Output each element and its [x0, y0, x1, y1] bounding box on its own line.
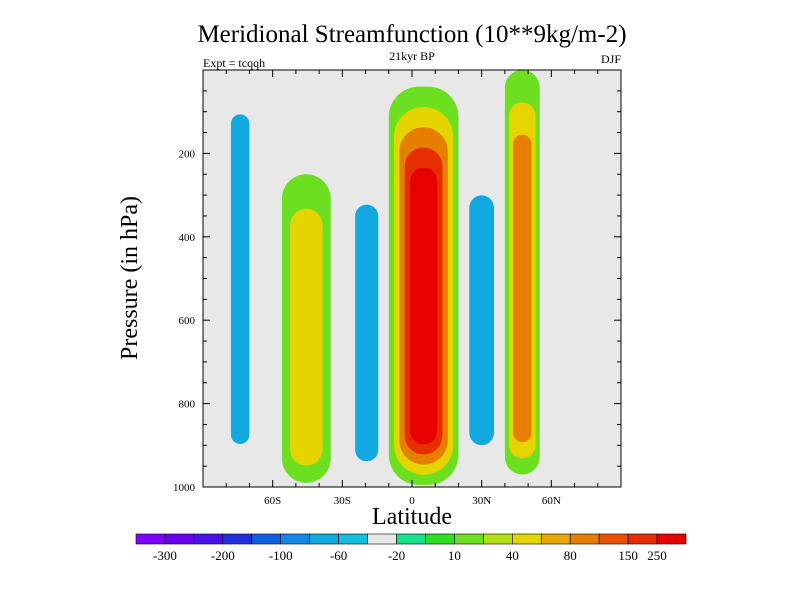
x-tick-label: 30N: [472, 495, 491, 507]
colorbar-box: [338, 533, 368, 545]
y-tick-label: 1000: [173, 482, 196, 494]
colorbar-box: [627, 533, 658, 545]
colorbar-box: [425, 533, 455, 545]
colorbar-box: [280, 533, 310, 545]
colorbar-label: 10: [448, 548, 461, 563]
colorbar-box: [454, 533, 484, 545]
colorbar-box: [483, 533, 513, 545]
northern-polar-negative-strip-level-neg20: [544, 70, 556, 475]
southern-polar-negative-cell: [226, 70, 255, 467]
colorbar-label: -200: [211, 548, 235, 563]
colorbar-label: -300: [153, 548, 177, 563]
colorbar-box: [396, 533, 426, 545]
subtitle-center: 21kyr BP: [389, 49, 435, 63]
y-tick-label: 600: [179, 315, 196, 327]
colorbar-label: 250: [647, 548, 667, 563]
southern-ferrel-positive-cell-level-40: [290, 208, 323, 466]
chart-title: Meridional Streamfunction (10**9kg/m-2): [197, 21, 626, 48]
y-tick-label: 400: [179, 232, 196, 244]
southern-negative-cell-level-neg60: [355, 204, 379, 462]
colorbar-box: [222, 533, 253, 545]
colorbar-box: [598, 533, 629, 545]
colorbar-box: [540, 533, 571, 545]
colorbar-label: 80: [564, 548, 577, 563]
y-tick-label: 800: [179, 399, 196, 411]
colorbar-box: [367, 533, 397, 545]
colorbar-box: [135, 533, 166, 545]
x-tick-label: 60S: [264, 495, 281, 507]
southern-polar-negative-cell-level-neg60: [230, 114, 250, 444]
colorbar-label: 150: [618, 548, 638, 563]
axes: 60S 30S 0 30N 60N 200 400 600 800 1000: [173, 69, 622, 507]
subtitle-right: DJF: [601, 52, 621, 66]
colorbar-box: [309, 533, 339, 545]
x-tick-label: 0: [409, 495, 415, 507]
hadley-cell: [388, 86, 459, 485]
y-axis-label: Pressure (in hPa): [117, 196, 143, 360]
colorbar-label: 40: [506, 548, 519, 563]
y-tick-label: 200: [179, 148, 196, 160]
colorbar-label: -100: [269, 548, 293, 563]
hadley-cell-level-250: [410, 167, 438, 445]
colorbar-box: [656, 533, 687, 545]
northern-polar-positive-cell: [504, 70, 540, 475]
northern-polar-positive-cell-level-80: [513, 134, 532, 443]
colorbar-box: [193, 533, 224, 545]
subtitle-left: Expt = tcqqh: [203, 56, 265, 70]
northern-polar-negative-strip: [544, 70, 556, 475]
northern-ferrel-negative-cell: [463, 161, 501, 462]
colorbar: -300 -200 -100 -60 -20 10 40 80 150 250: [135, 533, 687, 563]
colorbar-box: [251, 533, 282, 545]
colorbar-box: [569, 533, 600, 545]
x-axis-label: Latitude: [372, 504, 452, 530]
x-tick-label: 60N: [542, 495, 561, 507]
x-tick-label: 30S: [334, 495, 351, 507]
southern-ferrel-positive-cell: [281, 174, 331, 483]
colorbar-label: -60: [330, 548, 347, 563]
colorbar-box: [164, 533, 195, 545]
colorbar-label: -20: [388, 548, 405, 563]
colorbar-box: [512, 533, 542, 545]
northern-ferrel-negative-cell-level-neg60: [469, 195, 495, 446]
plot-area: [203, 70, 621, 487]
southern-negative-cell: [349, 170, 385, 479]
